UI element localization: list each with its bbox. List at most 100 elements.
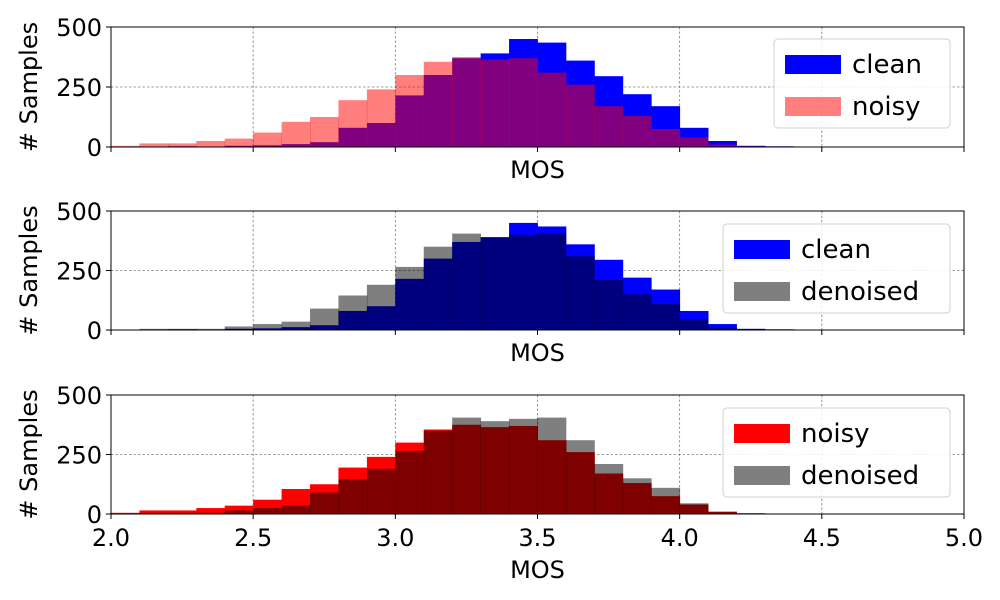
x-tick-label: 5.0 [945, 524, 983, 552]
bar-denoised [253, 508, 282, 514]
histogram-panel-3: 0 250 500 2.0 2.5 3.0 3.5 4.0 4.5 5.0 MOS # Samples… [15, 382, 983, 584]
bar-denoised [452, 233, 482, 330]
y-tick-label: 500 [56, 382, 102, 410]
bar-noisy [651, 129, 681, 147]
bar-denoised [708, 328, 737, 330]
x-tick-label: 3.0 [376, 524, 414, 552]
bar-denoised [565, 440, 595, 514]
bar-denoised [196, 328, 226, 330]
bar-noisy [622, 115, 652, 147]
y-tick-label: 250 [56, 442, 102, 470]
histogram-panel-2: 0 250 500 MOS # Samples clean denoised [15, 198, 965, 367]
bar-denoised [338, 479, 368, 514]
bar-denoised [139, 328, 169, 330]
y-tick-label: 0 [87, 134, 102, 162]
legend-swatch-noisy [785, 97, 841, 116]
x-tick-label: 4.0 [661, 524, 699, 552]
x-axis-label: MOS [510, 156, 565, 184]
bar-noisy [708, 144, 737, 147]
bar-noisy [423, 61, 453, 147]
y-tick-label: 250 [56, 74, 102, 102]
legend-swatch-noisy [734, 424, 790, 443]
series-denoised [139, 417, 766, 514]
bar-denoised [509, 234, 538, 330]
x-tick-label: 2.0 [92, 524, 130, 552]
y-axis-label: # Samples [15, 205, 43, 335]
bar-noisy [224, 138, 254, 147]
y-tick-label: 0 [87, 317, 102, 345]
bar-noisy [167, 510, 197, 514]
histogram-panel-1: 0 250 500 MOS # Samples clean noisy [15, 14, 965, 184]
bar-denoised [622, 294, 652, 330]
bar-denoised [480, 237, 510, 330]
bar-denoised [310, 308, 339, 330]
legend: clean denoised [722, 223, 951, 314]
bar-noisy [679, 137, 709, 147]
bar-noisy [395, 75, 425, 147]
bar-denoised [594, 464, 624, 514]
legend-label-denoised: denoised [801, 277, 919, 307]
y-tick-label: 0 [87, 501, 102, 529]
bar-noisy [452, 57, 482, 147]
bar-denoised [167, 328, 197, 330]
legend-swatch-clean [734, 240, 790, 259]
bar-clean [708, 324, 737, 330]
legend-label-noisy: noisy [801, 419, 870, 449]
legend-label-clean: clean [801, 235, 871, 265]
legend-label-clean: clean [852, 50, 922, 80]
bar-noisy [480, 59, 510, 147]
x-tick-label: 4.5 [803, 524, 841, 552]
bar-denoised [423, 430, 453, 514]
bar-denoised [253, 324, 282, 330]
bar-noisy [366, 89, 396, 147]
x-tick-label: 2.5 [234, 524, 272, 552]
bar-denoised [224, 510, 254, 514]
bar-denoised [338, 295, 368, 330]
bar-denoised [167, 512, 197, 514]
x-tick-label: 3.5 [518, 524, 556, 552]
bar-noisy [196, 141, 226, 147]
x-axis-label: MOS [510, 556, 565, 584]
legend-swatch-denoised [734, 282, 790, 301]
bar-noisy [253, 132, 282, 147]
bar-noisy [139, 143, 169, 147]
bar-denoised [281, 321, 311, 330]
y-tick-label: 500 [56, 198, 102, 226]
bar-clean [708, 141, 737, 147]
legend-label-noisy: noisy [852, 92, 921, 122]
bar-noisy [139, 510, 169, 514]
legend-swatch-clean [785, 55, 841, 74]
bar-denoised [480, 421, 510, 514]
bar-denoised [395, 266, 425, 330]
legend: clean noisy [773, 38, 951, 129]
bar-denoised [708, 512, 737, 514]
bar-noisy [310, 117, 339, 147]
bar-denoised [594, 280, 624, 330]
bar-denoised [651, 487, 681, 514]
legend: noisy denoised [722, 407, 951, 498]
bar-noisy [565, 84, 595, 147]
bar-noisy [111, 145, 140, 147]
y-tick-label: 500 [56, 14, 102, 42]
legend-label-denoised: denoised [801, 461, 919, 491]
bar-denoised [651, 303, 681, 330]
bar-denoised [679, 319, 709, 330]
bar-noisy [594, 106, 624, 147]
bar-denoised [395, 450, 425, 514]
bar-denoised [679, 503, 709, 514]
bar-denoised [452, 417, 482, 514]
bar-denoised [423, 246, 453, 330]
bar-noisy [196, 508, 226, 514]
bar-denoised [565, 256, 595, 330]
bar-noisy [111, 512, 140, 514]
bar-denoised [622, 478, 652, 514]
bar-denoised [537, 233, 567, 330]
bar-noisy [338, 100, 368, 147]
y-axis-label: # Samples [15, 389, 43, 519]
bar-denoised [366, 284, 396, 330]
series-denoised [139, 233, 766, 330]
bar-denoised [366, 468, 396, 514]
bar-noisy [167, 143, 197, 147]
x-axis-label: MOS [510, 339, 565, 367]
